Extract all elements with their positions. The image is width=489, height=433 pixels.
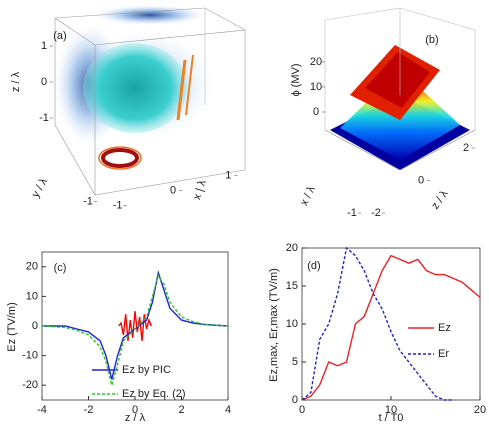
x-axis-label: z / λ [125,412,146,424]
x-tick-label: 20 [474,404,486,416]
x-axis-label: t / T0 [379,412,404,424]
y-axis-label: Ez (TV/m) [6,302,18,352]
legend-label: Ez [438,322,451,334]
x-tick-label: -2 [84,404,94,416]
panel-label: (c) [54,262,67,274]
series-line [301,246,454,401]
z-axis-label: ϕ (MV) [290,63,302,96]
z-tick-label: 0 [313,106,319,118]
x-axis-label: x | λ [191,178,209,201]
legend-label: Ez by PIC [122,364,171,376]
z-tick-label: -1 [39,112,49,124]
z-axis-label: z / λ [10,71,22,92]
x-tick-label: -4 [37,404,47,416]
y-tick-label: 5 [292,356,298,368]
volume-render [54,5,246,196]
y-axis-label: y / λ [30,176,51,200]
x-axis-label: x / λ [298,184,318,208]
y-axis-label: Ez,max, Er,max (TV/m) [268,268,280,382]
x-tick-label: 4 [225,404,231,416]
y-tick-label: -1 [83,196,93,208]
y-tick-label: 10 [286,318,298,330]
y-tick-label: -10 [22,350,38,362]
series-line [41,274,229,388]
y-tick-label: -2 [371,207,381,219]
series-line [118,311,152,341]
plot-frame [41,251,229,401]
y-tick-label: 2 [463,142,469,154]
y-tick-label: 0 [418,174,424,186]
legend-label: Ez by Eq. (2) [122,388,186,400]
y-tick-label: -20 [22,379,38,391]
y-tick-label: 15 [286,280,298,292]
y-tick-label: 10 [26,290,38,302]
y-tick-label: 0 [292,394,298,406]
panel-label: (a) [53,30,66,42]
x-tick-label: 2 [178,404,184,416]
y-tick-label: 20 [286,242,298,254]
surface-render [324,7,476,171]
x-tick-label: 0 [170,184,176,196]
z-tick-label: 20 [310,56,322,68]
y-tick-label: 0 [32,320,38,332]
y-tick-label: 20 [26,261,38,273]
x-tick-label: 10 [385,404,397,416]
panel-label: (d) [307,260,320,272]
x-tick-label: 1 [225,169,231,181]
x-tick-label: 0 [299,404,305,416]
series-line [301,254,481,401]
x-tick-label: -1 [347,207,357,219]
z-tick-label: 0 [41,76,47,88]
legend-label: Er [438,348,449,360]
x-tick-label: -1 [113,199,123,211]
z-tick-label: 1 [41,40,47,52]
plot-frame [301,247,481,401]
y-axis-label: z / λ [429,188,451,212]
panel-label: (b) [425,34,438,46]
z-tick-label: 10 [310,81,322,93]
x-tick-label: 0 [132,404,138,416]
